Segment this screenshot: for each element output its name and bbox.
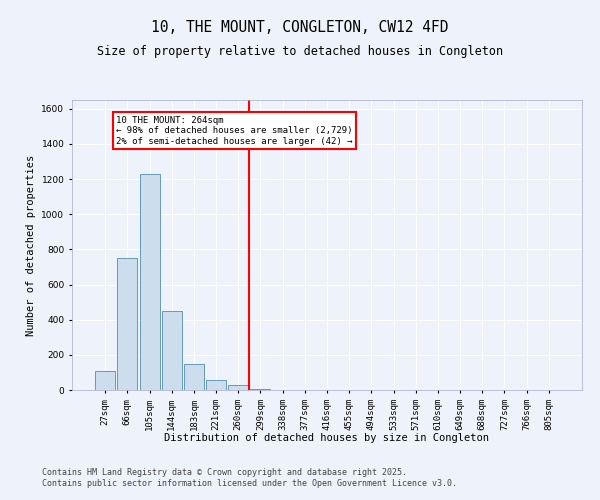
Bar xyxy=(250,388,271,390)
X-axis label: Distribution of detached houses by size in Congleton: Distribution of detached houses by size … xyxy=(164,432,490,442)
Text: Contains HM Land Registry data © Crown copyright and database right 2025.
Contai: Contains HM Land Registry data © Crown c… xyxy=(42,468,457,487)
Bar xyxy=(228,384,248,390)
Bar xyxy=(118,258,137,390)
Bar xyxy=(162,311,182,390)
Bar xyxy=(184,364,204,390)
Bar xyxy=(95,370,115,390)
Text: 10 THE MOUNT: 264sqm
← 98% of detached houses are smaller (2,729)
2% of semi-det: 10 THE MOUNT: 264sqm ← 98% of detached h… xyxy=(116,116,353,146)
Y-axis label: Number of detached properties: Number of detached properties xyxy=(26,154,36,336)
Text: 10, THE MOUNT, CONGLETON, CW12 4FD: 10, THE MOUNT, CONGLETON, CW12 4FD xyxy=(151,20,449,35)
Bar xyxy=(140,174,160,390)
Bar xyxy=(206,380,226,390)
Text: Size of property relative to detached houses in Congleton: Size of property relative to detached ho… xyxy=(97,45,503,58)
